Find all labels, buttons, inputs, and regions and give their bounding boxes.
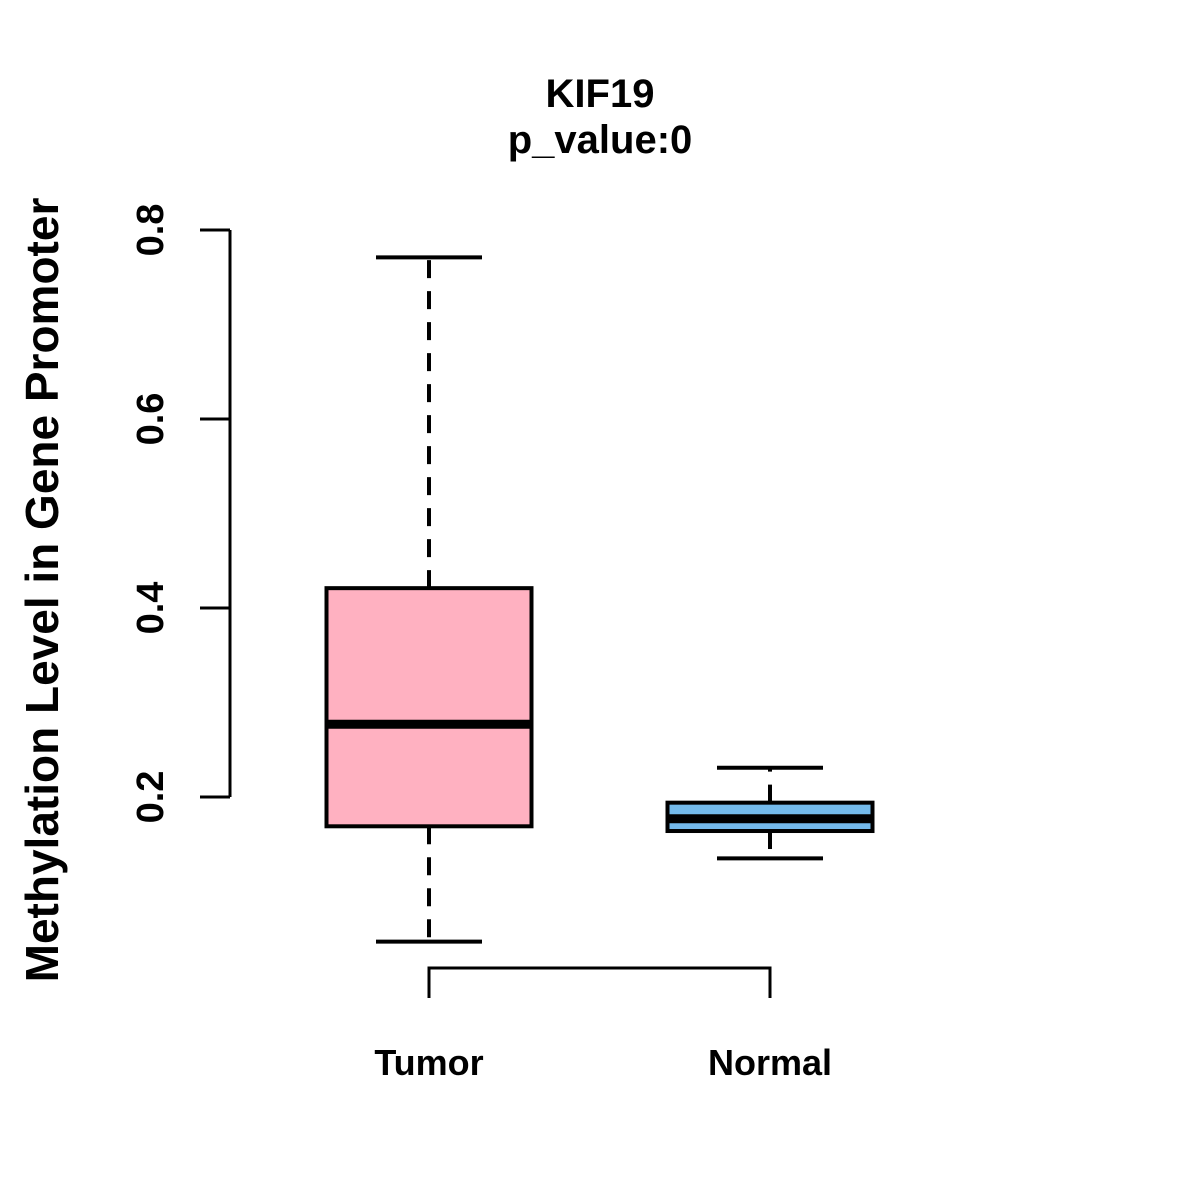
y-axis-label: Methylation Level in Gene Promoter (16, 198, 68, 983)
x-label-normal: Normal (708, 1042, 832, 1083)
y-tick-label-0.2: 0.2 (130, 771, 172, 824)
box-marks (324, 255, 875, 998)
y-tick-label-0.8: 0.8 (130, 204, 172, 257)
y-tick-label-0.6: 0.6 (130, 393, 172, 446)
x-label-tumor: Tumor (374, 1042, 483, 1083)
y-axis: 0.2 0.4 0.6 0.8 (130, 204, 232, 824)
x-group-labels: Tumor Normal (374, 1042, 832, 1083)
group-bracket (427, 966, 772, 998)
chart-subtitle: p_value:0 (508, 118, 693, 162)
y-tick-label-0.4: 0.4 (130, 582, 172, 635)
chart-title: KIF19 (546, 72, 655, 116)
tumor-box (324, 586, 534, 829)
